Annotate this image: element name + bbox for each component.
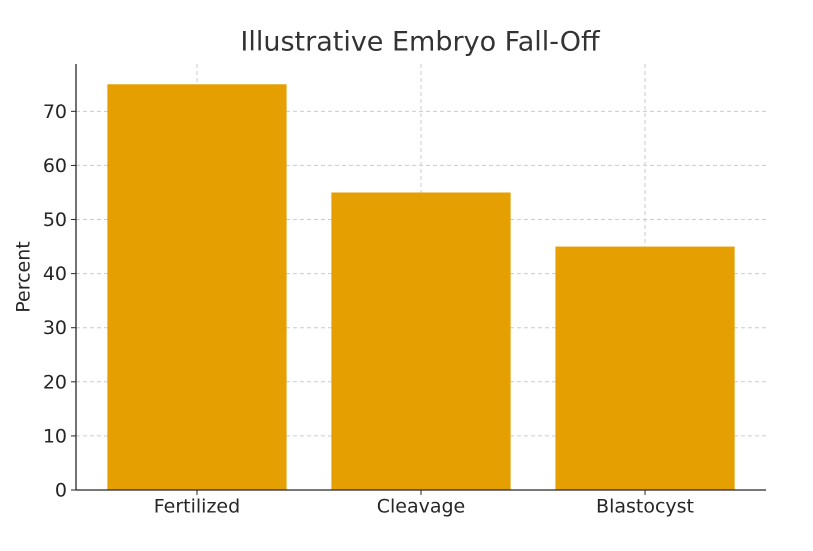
chart-title: Illustrative Embryo Fall-Off [240,27,601,58]
y-tick-label: 50 [43,209,67,231]
bar [107,84,287,491]
bar [555,246,735,490]
y-tick-label: 0 [55,480,67,502]
y-tick-label: 20 [43,371,67,393]
bar [331,192,511,490]
y-tick-label: 70 [43,101,67,123]
y-tick-label: 60 [43,155,67,177]
y-tick-label: 30 [43,317,67,339]
x-tick-label: Fertilized [154,496,240,518]
x-tick-label: Blastocyst [596,496,694,518]
y-tick-label: 10 [43,425,67,447]
y-axis-label: Percent [13,241,35,313]
x-tick-label: Cleavage [377,496,466,518]
y-tick-label: 40 [43,263,67,285]
